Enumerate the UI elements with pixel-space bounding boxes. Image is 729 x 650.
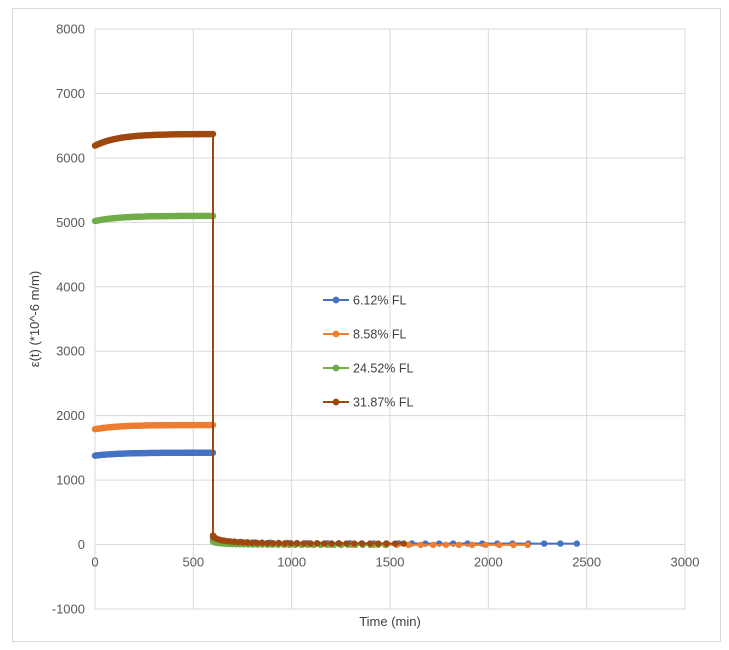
data-point [557, 540, 564, 547]
y-tick-label: 8000 [56, 22, 85, 37]
data-point [287, 540, 295, 547]
data-point [248, 539, 256, 546]
data-point [244, 539, 251, 546]
x-tick-label: 1000 [277, 555, 306, 570]
data-point [328, 540, 335, 547]
legend-swatch-marker [332, 398, 340, 406]
data-series [91, 130, 581, 549]
y-tick-label: 2000 [56, 408, 85, 423]
data-point [281, 540, 288, 547]
x-axis-title: Time (min) [359, 614, 421, 629]
data-point [307, 540, 314, 547]
legend-entry: 24.52% FL [323, 362, 414, 376]
legend-label: 8.58% FL [353, 328, 407, 342]
y-axis-title: ε(t) (*10^-6 m/m) [27, 271, 42, 367]
data-point [391, 540, 399, 547]
data-point [300, 540, 307, 547]
data-point [269, 539, 277, 547]
data-point [540, 540, 548, 547]
data-point [400, 540, 407, 547]
data-point [209, 130, 217, 138]
data-point [264, 539, 271, 547]
data-point [343, 540, 350, 547]
chart-frame: -1000 0 1000 2000 3000 4000 5000 6000 7000 8000 0 5… [12, 8, 721, 642]
legend-swatch-marker [332, 296, 340, 304]
legend-swatch-marker [332, 364, 340, 372]
x-tick-label: 0 [91, 555, 98, 570]
data-point [429, 541, 437, 549]
legend-label: 6.12% FL [353, 294, 407, 308]
x-tick-label: 3000 [671, 555, 700, 570]
y-tick-label: -1000 [52, 602, 85, 617]
x-tick-label: 2500 [572, 555, 601, 570]
y-tick-label: 6000 [56, 150, 85, 165]
y-tick-label: 1000 [56, 473, 85, 488]
data-point [358, 540, 366, 547]
data-point [275, 540, 283, 547]
data-point [321, 540, 328, 547]
data-point [442, 541, 450, 549]
data-point [366, 540, 374, 547]
legend-swatch-marker [332, 330, 340, 338]
gridlines [94, 28, 686, 610]
data-point [335, 540, 343, 547]
data-point [383, 540, 390, 547]
y-tick-label: 5000 [56, 215, 85, 230]
series-line [94, 214, 387, 546]
y-tick-label: 0 [78, 537, 85, 552]
series-6-12-fl [91, 449, 581, 547]
legend-entry: 31.87% FL [323, 396, 414, 410]
data-point [294, 540, 301, 547]
legend: 6.12% FL 8.58% FL 24.52% FL 31.87% FL [323, 294, 414, 410]
data-point [455, 541, 463, 549]
data-point [573, 540, 581, 547]
data-point [258, 539, 266, 547]
legend-entry: 8.58% FL [323, 328, 407, 342]
data-point [468, 541, 476, 549]
y-tick-label: 4000 [56, 279, 85, 294]
x-tick-label: 1500 [376, 555, 405, 570]
series-31-87-fl [91, 130, 407, 547]
series-24-52-fl [91, 212, 390, 549]
legend-entry: 6.12% FL [323, 294, 407, 308]
x-tick-label: 2000 [474, 555, 503, 570]
legend-label: 24.52% FL [353, 362, 414, 376]
data-point [253, 539, 261, 547]
data-point [405, 541, 412, 549]
x-tick-label: 500 [182, 555, 204, 570]
data-point [314, 540, 321, 547]
data-point [510, 541, 517, 549]
y-tick-label: 7000 [56, 86, 85, 101]
data-point [482, 541, 489, 549]
data-point [417, 541, 424, 549]
data-point [375, 540, 382, 547]
series-line [94, 424, 528, 546]
series-line [94, 451, 577, 545]
y-tick-label: 3000 [56, 344, 85, 359]
tick-labels: -1000 0 1000 2000 3000 4000 5000 6000 7000 8000 0 5… [52, 22, 700, 617]
series-8-58-fl [91, 421, 531, 549]
strain-time-chart: -1000 0 1000 2000 3000 4000 5000 6000 7000 8000 0 5… [27, 22, 700, 630]
legend-label: 31.87% FL [353, 396, 414, 410]
data-point [524, 541, 531, 549]
data-point [496, 541, 503, 549]
data-point [350, 540, 358, 547]
